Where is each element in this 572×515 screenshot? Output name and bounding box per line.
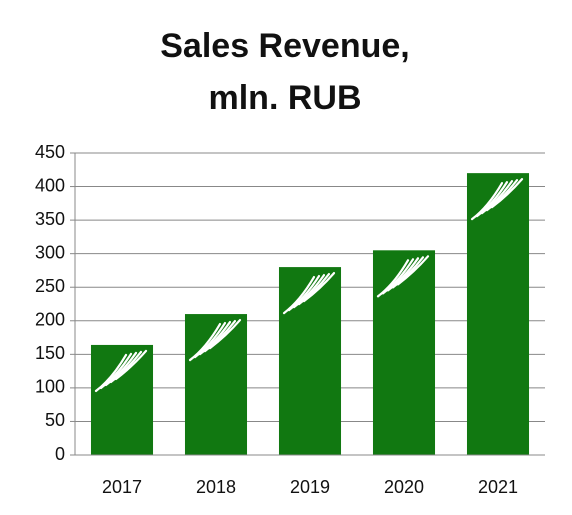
- y-tick-label: 250: [35, 276, 65, 296]
- logo-stroke: [198, 320, 232, 356]
- x-tick-label: 2017: [102, 477, 142, 497]
- logo-stroke: [287, 274, 321, 312]
- logo-stroke: [490, 178, 524, 209]
- logo-stroke: [470, 182, 504, 221]
- logo-stroke: [391, 256, 425, 289]
- y-tick-label: 450: [35, 142, 65, 162]
- chart-title: mln. RUB: [209, 79, 362, 117]
- logo-stroke: [475, 181, 509, 218]
- x-tick-label: 2021: [478, 477, 518, 497]
- logo-stroke: [292, 273, 326, 309]
- y-tick-label: 0: [55, 444, 65, 464]
- y-tick-label: 300: [35, 242, 65, 262]
- logo-stroke: [376, 259, 410, 298]
- logo-stroke: [386, 257, 420, 292]
- x-tick-label: 2018: [196, 477, 236, 497]
- y-tick-label: 400: [35, 175, 65, 195]
- logo-stroke: [114, 349, 148, 381]
- logo-stroke: [282, 275, 316, 315]
- y-tick-label: 200: [35, 310, 65, 330]
- logo-stroke: [485, 179, 519, 212]
- x-tick-label: 2020: [384, 477, 424, 497]
- logo-stroke: [203, 319, 237, 353]
- logo-stroke: [297, 272, 331, 306]
- logo-stroke: [396, 255, 430, 286]
- x-tick-label: 2019: [290, 477, 330, 497]
- bar: [466, 173, 530, 455]
- y-tick-label: 150: [35, 343, 65, 363]
- logo-stroke: [188, 322, 222, 362]
- y-tick-label: 350: [35, 209, 65, 229]
- logo-stroke: [99, 352, 133, 390]
- logo-stroke: [94, 353, 128, 393]
- logo-stroke: [208, 318, 242, 350]
- chart-title: Sales Revenue,: [160, 27, 409, 65]
- logo-stroke: [302, 271, 336, 303]
- logo-stroke: [109, 350, 143, 384]
- y-tick-label: 100: [35, 377, 65, 397]
- logo-stroke: [480, 180, 514, 215]
- logo-stroke: [381, 258, 415, 295]
- logo-stroke: [193, 321, 227, 359]
- logo-stroke: [104, 351, 138, 387]
- bar: [278, 267, 342, 455]
- y-tick-label: 50: [45, 410, 65, 430]
- bar: [372, 250, 436, 455]
